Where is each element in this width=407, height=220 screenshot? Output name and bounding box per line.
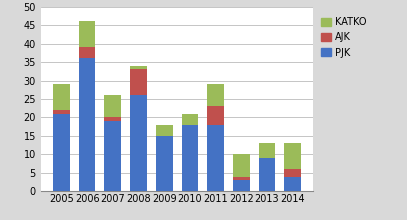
Bar	[156, 125, 173, 136]
Bar	[182, 125, 198, 191]
Bar	[233, 177, 249, 180]
Bar	[233, 154, 249, 177]
Bar	[284, 143, 301, 169]
Bar	[207, 125, 224, 191]
Bar	[130, 70, 147, 95]
Bar	[233, 180, 249, 191]
Bar	[105, 117, 121, 121]
Bar	[207, 84, 224, 106]
Bar	[79, 58, 96, 191]
Bar	[53, 110, 70, 114]
Bar	[284, 169, 301, 177]
Legend: KATKO, AJK, PJK: KATKO, AJK, PJK	[321, 17, 366, 58]
Bar	[79, 21, 96, 47]
Bar	[53, 114, 70, 191]
Bar	[105, 121, 121, 191]
Bar	[284, 177, 301, 191]
Bar	[130, 95, 147, 191]
Bar	[79, 47, 96, 58]
Bar	[156, 136, 173, 191]
Bar	[258, 158, 275, 191]
Bar	[53, 84, 70, 110]
Bar	[258, 143, 275, 158]
Bar	[182, 114, 198, 125]
Bar	[130, 66, 147, 70]
Bar	[105, 95, 121, 117]
Bar	[207, 106, 224, 125]
